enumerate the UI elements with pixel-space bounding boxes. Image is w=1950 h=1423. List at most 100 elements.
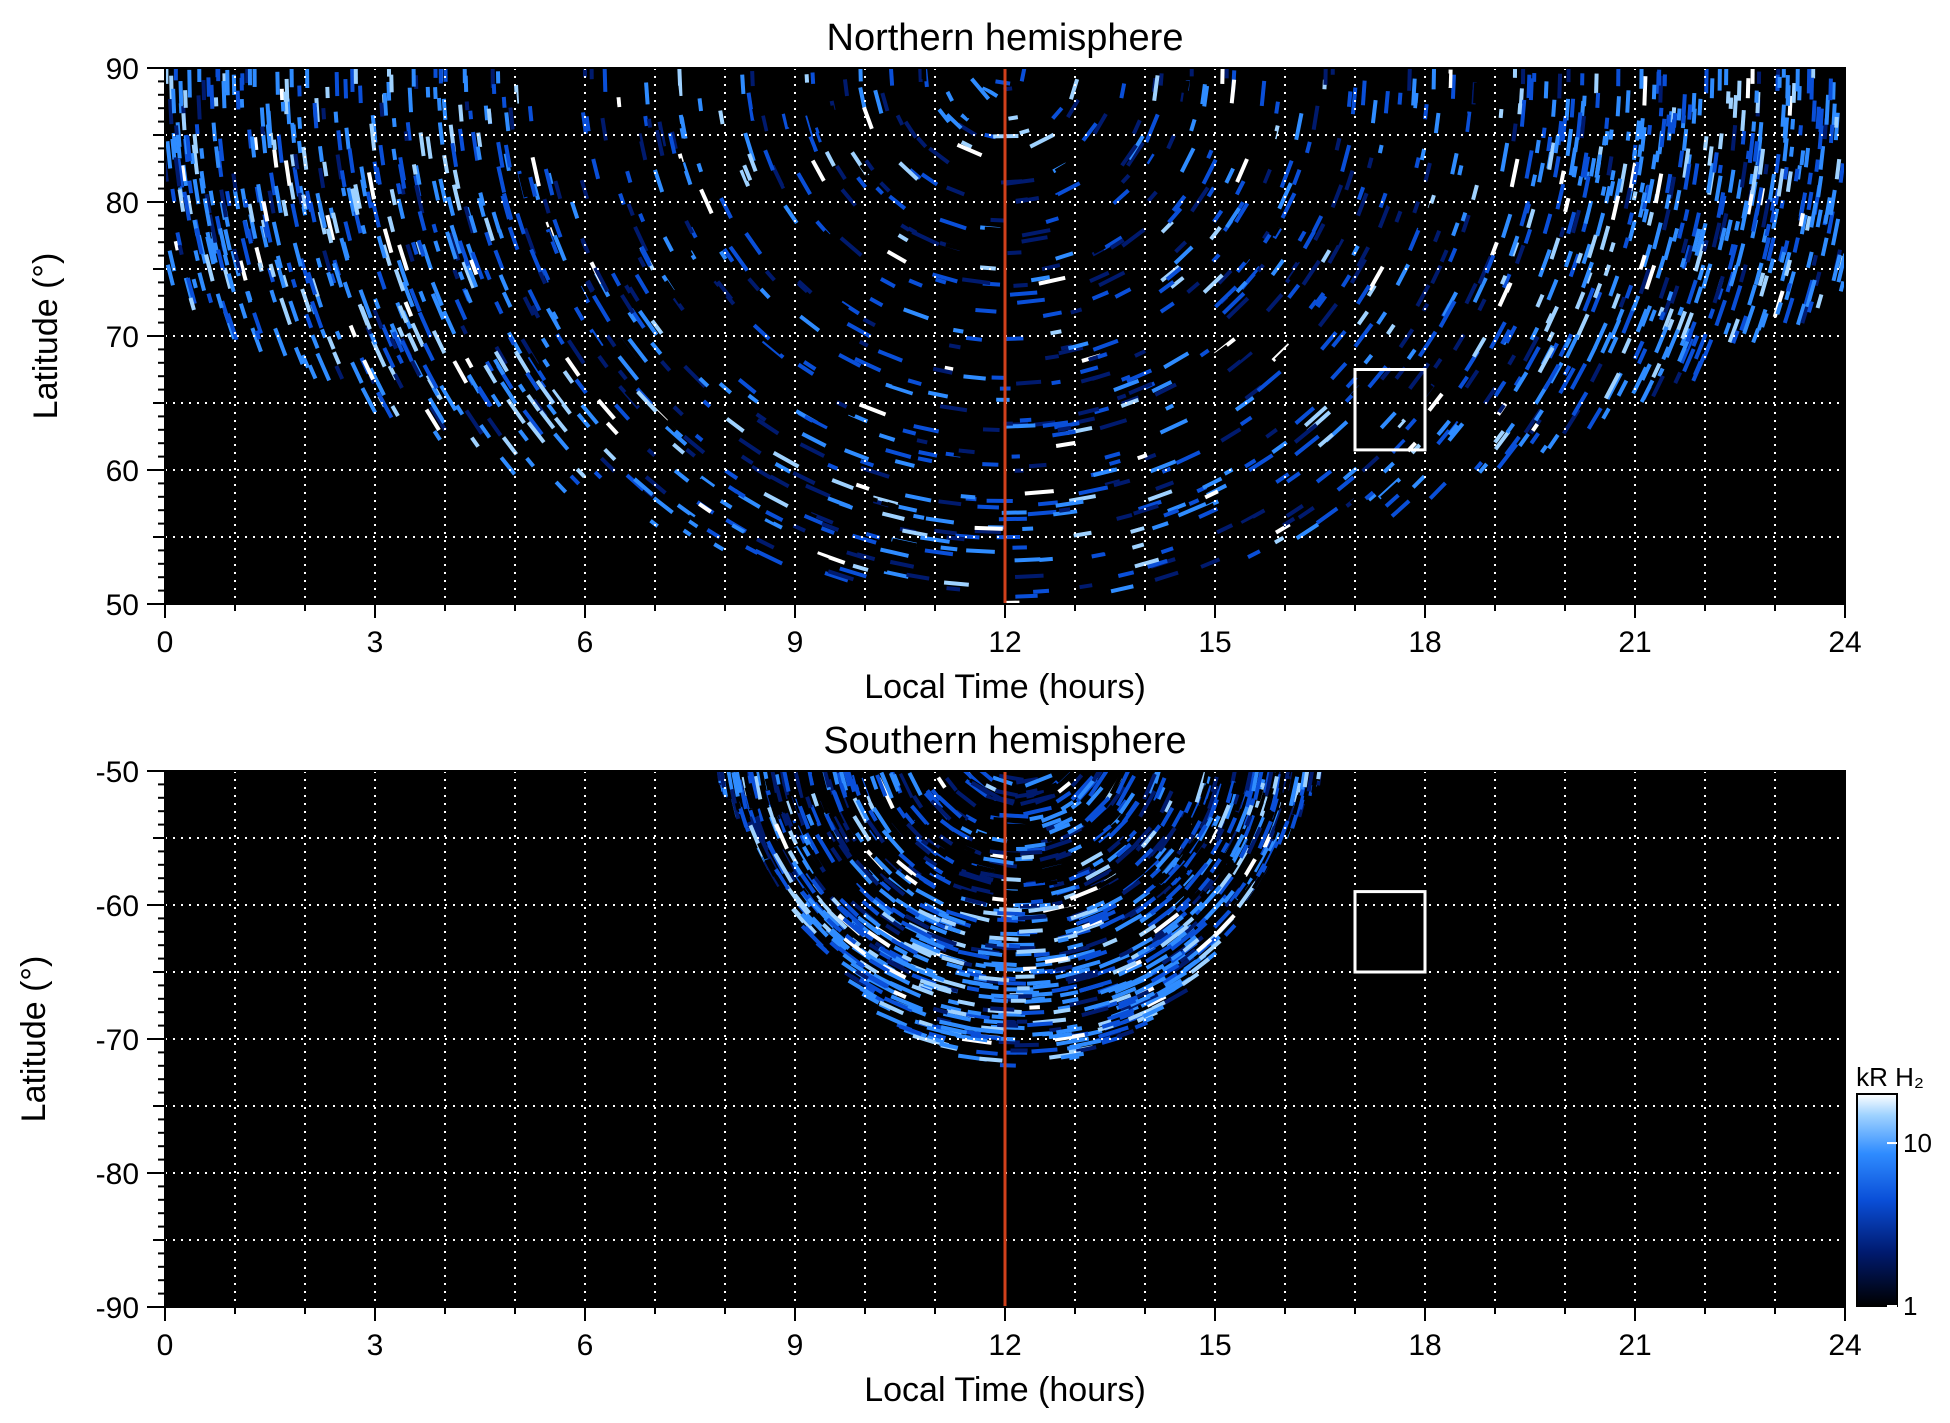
heat-cell [1145, 238, 1162, 253]
heat-cell [553, 416, 568, 433]
heat-cell [1246, 816, 1260, 840]
heat-cell [827, 569, 855, 582]
heat-cell [807, 897, 831, 923]
heat-cell [1154, 345, 1182, 364]
heat-cell [310, 334, 320, 349]
heat-cell [944, 846, 964, 860]
heat-cell [1160, 924, 1189, 948]
heat-cell [1739, 161, 1748, 188]
heat-cell [1682, 348, 1696, 373]
heat-cell [1256, 263, 1265, 273]
heat-cell [810, 159, 826, 182]
heat-cell [1116, 225, 1129, 237]
heat-cell [1472, 277, 1488, 304]
heat-cell [1163, 508, 1180, 518]
heat-cell [322, 161, 329, 177]
heat-cell [1216, 523, 1234, 535]
heat-cell [940, 917, 957, 927]
heat-cell [1546, 278, 1559, 301]
heat-cell [1077, 313, 1089, 321]
heat-cell [906, 572, 930, 581]
heat-cell [1677, 222, 1685, 239]
heat-cell [593, 470, 603, 480]
heat-cell [1828, 78, 1833, 101]
heat-cell [463, 289, 473, 304]
heat-cell [1292, 794, 1302, 815]
heat-cell [272, 149, 279, 168]
heat-cell [955, 789, 977, 808]
heat-cell [1443, 334, 1458, 355]
heat-cell [1244, 815, 1253, 827]
heat-cell [850, 217, 867, 233]
heat-cell [512, 92, 519, 119]
heat-cell [792, 523, 806, 533]
x-tick-label: 0 [157, 1329, 174, 1362]
heat-cell [1147, 799, 1165, 824]
heat-cell [588, 457, 600, 469]
heat-cell [192, 133, 199, 154]
heat-cell [1571, 391, 1589, 417]
heat-cell [1225, 207, 1241, 229]
heat-cell [222, 254, 230, 266]
heat-cell [843, 448, 870, 462]
heat-cell [1432, 153, 1442, 181]
heat-cell [1715, 275, 1725, 295]
heat-cell [1151, 1000, 1166, 1011]
heat-cell [1212, 858, 1234, 888]
heat-cell [1188, 921, 1208, 940]
heat-cell [863, 920, 882, 936]
heat-cell [1027, 509, 1057, 517]
heat-cell [500, 381, 518, 405]
y-tick-label: -60 [96, 890, 139, 923]
heat-cell [1092, 244, 1106, 255]
heat-cell [332, 351, 342, 365]
heat-cell [501, 96, 507, 108]
heat-cell [247, 68, 253, 86]
heat-cell [1113, 378, 1140, 392]
heat-cell [1134, 975, 1167, 996]
heat-cell [1174, 891, 1193, 909]
heat-cell [1730, 285, 1743, 311]
heat-cell [1305, 141, 1312, 154]
heat-cell [1714, 299, 1727, 327]
heat-cell [664, 280, 683, 305]
heat-cell [1236, 873, 1247, 886]
heat-cell [231, 173, 238, 192]
heat-cell [980, 848, 994, 856]
heat-cell [851, 533, 877, 545]
heat-cell [1691, 108, 1697, 124]
heat-cell [1654, 326, 1669, 354]
heat-cell [1028, 394, 1042, 401]
heat-cell [1583, 200, 1594, 225]
heat-cell [825, 928, 851, 951]
heat-cell [909, 874, 924, 886]
heat-cell [725, 124, 735, 146]
heat-cell [1790, 118, 1796, 130]
heat-cell [921, 68, 927, 82]
heat-cell [1330, 361, 1348, 381]
heat-cell [908, 278, 923, 288]
heat-cell [232, 188, 241, 210]
heat-cell [550, 388, 572, 415]
heat-cell [449, 224, 463, 255]
heat-cell [799, 234, 817, 254]
heat-cell [544, 385, 562, 407]
heat-cell [1068, 869, 1091, 882]
heat-cell [1092, 467, 1118, 478]
heat-cell [183, 90, 188, 108]
heat-cell [1526, 208, 1536, 229]
heat-cell [232, 248, 243, 274]
heat-cell [883, 569, 909, 579]
heat-cell [1776, 168, 1785, 197]
heat-cell [393, 268, 406, 292]
heat-cell [371, 201, 381, 228]
heat-cell [1413, 172, 1421, 183]
heat-cell [803, 513, 824, 526]
heat-cell [1030, 262, 1047, 270]
heat-cell [1460, 385, 1473, 401]
heat-cell [765, 510, 784, 523]
heat-cell [901, 314, 920, 325]
heat-cell [891, 833, 905, 847]
heat-cell [1233, 115, 1244, 140]
